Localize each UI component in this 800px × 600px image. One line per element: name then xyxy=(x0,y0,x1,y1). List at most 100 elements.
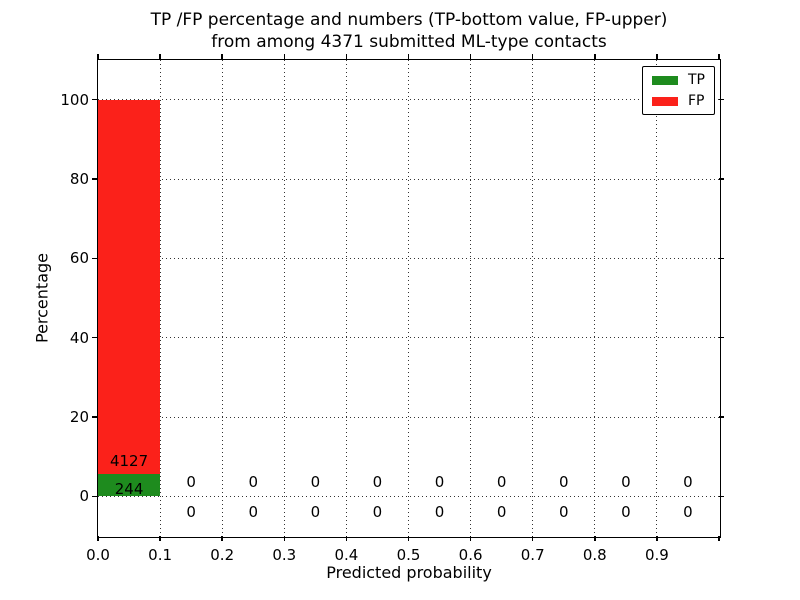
x-tick-label: 0.7 xyxy=(520,546,545,564)
y-tick-mark-right xyxy=(719,98,724,101)
tp-bar xyxy=(98,474,161,497)
x-tick-mark-top xyxy=(345,53,348,59)
fp-count-label: 0 xyxy=(372,472,383,491)
fp-count-label: 0 xyxy=(496,472,507,491)
x-tick-mark-top xyxy=(656,53,658,59)
tp-count-label: 0 xyxy=(248,502,259,521)
x-tick-label: 0.6 xyxy=(458,546,483,564)
x-tick-mark-top xyxy=(594,53,596,59)
fp-bar xyxy=(98,99,161,475)
x-tick-mark-top xyxy=(469,53,472,59)
x-tick-mark xyxy=(221,536,223,541)
y-tick-label: 100 xyxy=(60,90,89,109)
x-tick-label: 0.2 xyxy=(210,546,235,564)
gridline-horizontal xyxy=(98,99,720,101)
gridline-vertical xyxy=(594,60,596,537)
fp-legend-swatch xyxy=(652,96,678,106)
x-tick-mark xyxy=(159,536,161,541)
x-tick-mark xyxy=(407,536,410,541)
y-tick-mark-right xyxy=(719,178,724,180)
fp-count-label: 4127 xyxy=(109,451,149,470)
y-tick-label: 60 xyxy=(69,249,89,268)
x-tick-mark xyxy=(283,536,286,541)
x-tick-mark-top xyxy=(159,53,161,59)
y-tick-mark-right xyxy=(719,495,724,498)
x-tick-mark xyxy=(718,536,720,541)
tp-count-label: 0 xyxy=(621,502,631,521)
tp-count-label: 0 xyxy=(496,502,507,521)
x-tick-mark xyxy=(97,536,99,541)
fp-count-label: 0 xyxy=(683,472,693,491)
tp-legend-label: TP xyxy=(688,72,705,88)
gridline-horizontal xyxy=(98,416,720,418)
y-tick-mark xyxy=(91,98,97,101)
legend-item-tp: TP xyxy=(652,73,705,87)
y-tick-label: 0 xyxy=(79,487,89,506)
fp-legend-label: FP xyxy=(688,93,705,109)
y-tick-mark xyxy=(91,416,97,418)
x-axis-label: Predicted probability xyxy=(326,563,492,582)
x-tick-mark xyxy=(656,536,658,541)
y-tick-label: 20 xyxy=(69,408,89,426)
tp-count-label: 0 xyxy=(310,502,321,521)
x-tick-mark-top xyxy=(221,53,223,59)
y-tick-mark-right xyxy=(719,336,724,339)
x-tick-mark-top xyxy=(531,53,534,59)
chart-title-line2: from among 4371 submitted ML-type contac… xyxy=(211,32,607,52)
tp-count-label: 0 xyxy=(683,502,693,521)
y-tick-label: 40 xyxy=(69,328,89,347)
tp-legend-swatch xyxy=(652,75,678,85)
x-tick-mark xyxy=(345,536,348,541)
plot-area: TP FP 0.0 0.1 0.2 0.3 0.4 0.5 0.6 0.7 0.8 0.9 0 20 4… xyxy=(60,53,724,564)
x-tick-label: 0.3 xyxy=(272,546,297,564)
gridline-horizontal xyxy=(98,178,720,180)
tp-count-label: 0 xyxy=(434,502,445,521)
gridline-vertical xyxy=(656,60,658,537)
tp-count-label: 0 xyxy=(186,502,196,521)
fp-count-label: 0 xyxy=(186,472,196,491)
fp-count-label: 0 xyxy=(248,472,259,491)
gridline-vertical xyxy=(221,60,223,537)
legend-item-fp: FP xyxy=(652,94,705,108)
x-tick-mark-top xyxy=(283,53,286,59)
gridline-vertical xyxy=(470,60,472,537)
y-tick-mark-right xyxy=(719,257,724,260)
gridline-horizontal xyxy=(98,337,720,339)
x-tick-mark xyxy=(594,536,596,541)
x-tick-mark-top xyxy=(718,53,720,59)
x-tick-label: 0.8 xyxy=(582,546,607,564)
gridline-horizontal xyxy=(98,257,720,259)
gridline-vertical xyxy=(408,60,409,537)
y-tick-mark xyxy=(91,495,97,498)
fp-count-label: 0 xyxy=(558,472,569,491)
gridline-horizontal xyxy=(98,495,720,497)
y-tick-mark xyxy=(91,178,97,180)
x-tick-mark-top xyxy=(407,53,410,59)
y-tick-mark xyxy=(91,336,97,339)
gridline-vertical xyxy=(345,60,347,537)
x-tick-label: 0.4 xyxy=(334,546,359,564)
x-tick-label: 0.9 xyxy=(644,546,669,564)
chart-title-line1: TP /FP percentage and numbers (TP-bottom… xyxy=(150,10,668,30)
x-tick-label: 0.1 xyxy=(148,546,173,564)
fp-count-label: 0 xyxy=(310,472,321,491)
y-tick-label: 80 xyxy=(69,170,89,188)
x-tick-label: 0.5 xyxy=(396,546,421,564)
gridline-vertical xyxy=(283,60,285,537)
y-tick-mark xyxy=(91,257,97,260)
x-tick-mark xyxy=(531,536,534,541)
y-tick-mark-right xyxy=(719,416,724,418)
x-tick-mark-top xyxy=(97,53,99,59)
gridline-vertical xyxy=(159,60,161,537)
fp-count-label: 0 xyxy=(434,472,445,491)
legend: TP FP xyxy=(642,66,715,115)
tp-count-label: 244 xyxy=(114,479,144,498)
x-tick-mark xyxy=(469,536,472,541)
tp-count-label: 0 xyxy=(372,502,383,521)
tp-count-label: 0 xyxy=(558,502,569,521)
gridline-vertical xyxy=(532,60,534,537)
fp-count-label: 0 xyxy=(621,472,631,491)
chart-title: TP /FP percentage and numbers (TP-bottom… xyxy=(97,9,721,53)
x-tick-label: 0.0 xyxy=(86,546,110,564)
